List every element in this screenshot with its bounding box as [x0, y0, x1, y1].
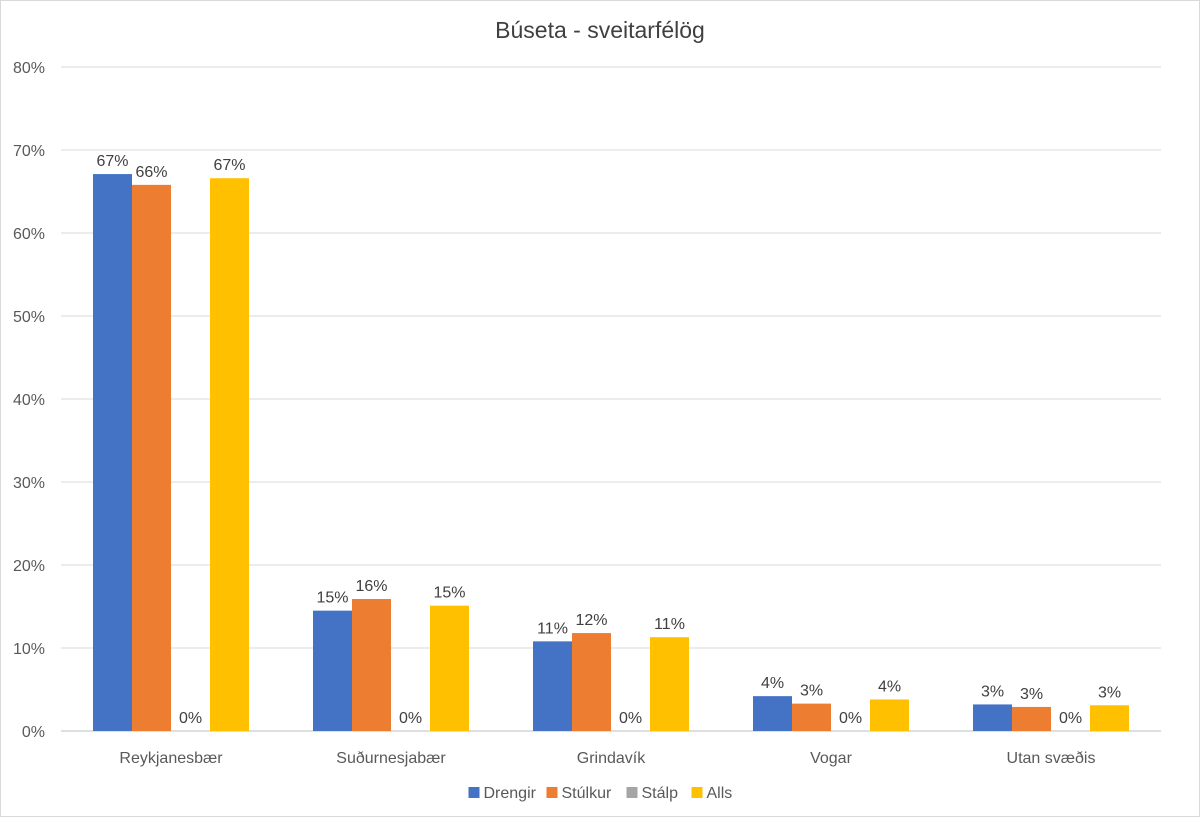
- x-tick-label: Utan svæðis: [1007, 750, 1096, 767]
- legend: Drengir Stúlkur Stálp Alls: [468, 785, 733, 802]
- bar: [1012, 706, 1051, 731]
- y-tick-label: 30%: [13, 475, 45, 492]
- data-label: 3%: [1020, 686, 1043, 703]
- x-tick-label: Vogar: [810, 750, 852, 767]
- x-axis-ticks: Reykjanesbær Suðurnesjabær Grindavík Vogar U…: [119, 750, 1095, 767]
- legend-label: Drengir: [484, 785, 537, 802]
- y-tick-label: 80%: [13, 60, 45, 77]
- bar: [313, 610, 352, 731]
- bar: [572, 633, 611, 731]
- data-label: 4%: [878, 678, 901, 695]
- data-label: 67%: [96, 153, 128, 170]
- bar: [973, 704, 1012, 731]
- legend-swatch: [626, 787, 638, 798]
- data-label: 3%: [981, 683, 1004, 700]
- y-tick-label: 10%: [13, 641, 45, 658]
- legend-swatch: [691, 787, 703, 798]
- data-label: 3%: [1098, 684, 1121, 701]
- bars-layer: [93, 174, 1129, 732]
- data-label: 4%: [761, 675, 784, 692]
- legend-label: Stálp: [642, 785, 679, 802]
- data-label: 0%: [179, 710, 202, 727]
- bar: [430, 605, 469, 731]
- y-tick-label: 60%: [13, 226, 45, 243]
- bar: [870, 699, 909, 731]
- legend-label: Alls: [707, 785, 733, 802]
- data-label: 11%: [654, 616, 685, 633]
- data-label: 0%: [839, 710, 862, 727]
- data-label: 67%: [213, 157, 245, 174]
- chart-title: Búseta - sveitarfélög: [495, 17, 705, 43]
- y-axis-ticks: 0% 10% 20% 30% 40% 50% 60% 70% 80%: [13, 60, 45, 741]
- bar: [93, 174, 132, 731]
- bar: [1090, 705, 1129, 731]
- data-label: 15%: [433, 585, 465, 602]
- bar: [132, 184, 171, 732]
- y-tick-label: 0%: [22, 724, 45, 741]
- legend-swatch: [546, 787, 558, 798]
- legend-label: Stúlkur: [562, 785, 612, 802]
- data-label: 0%: [1059, 710, 1082, 727]
- data-label: 66%: [135, 164, 167, 181]
- x-tick-label: Reykjanesbær: [119, 750, 223, 767]
- y-tick-label: 20%: [13, 558, 45, 575]
- data-label: 0%: [619, 710, 642, 727]
- data-label: 16%: [355, 578, 387, 595]
- x-tick-label: Grindavík: [577, 750, 646, 767]
- y-tick-label: 70%: [13, 143, 45, 160]
- y-tick-label: 50%: [13, 309, 45, 326]
- bar: [533, 641, 572, 731]
- legend-swatch: [468, 787, 480, 798]
- bar: [650, 637, 689, 731]
- y-tick-label: 40%: [13, 392, 45, 409]
- bar: [352, 599, 391, 731]
- x-tick-label: Suðurnesjabær: [336, 750, 446, 767]
- data-label: 0%: [399, 710, 422, 727]
- data-label: 11%: [537, 620, 568, 637]
- data-label: 3%: [800, 683, 823, 700]
- bar: [753, 696, 792, 731]
- data-label: 12%: [575, 612, 607, 629]
- data-labels-layer: 67% 66% 0% 67% 15% 16% 0% 15% 11% 12% 0% 11% 4% 3% 0% 4…: [96, 153, 1121, 727]
- bar: [210, 178, 249, 732]
- data-label: 15%: [316, 590, 348, 607]
- bar: [792, 703, 831, 731]
